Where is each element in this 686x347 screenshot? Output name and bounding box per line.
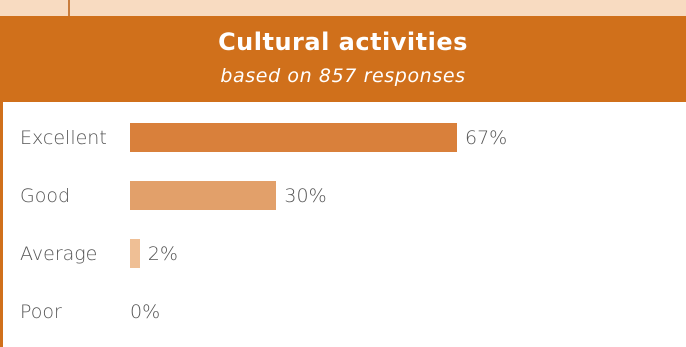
left-rule xyxy=(0,102,3,347)
chart-title: Cultural activities xyxy=(218,28,468,56)
bar-good xyxy=(130,181,277,210)
top-strip-divider xyxy=(68,0,70,16)
category-label-good: Good xyxy=(20,184,71,207)
bar-average xyxy=(130,239,140,268)
value-label-poor: 0% xyxy=(130,300,161,323)
top-strip xyxy=(0,0,686,16)
category-label-average: Average xyxy=(20,242,98,265)
value-label-good: 30% xyxy=(284,184,327,207)
value-label-average: 2% xyxy=(147,242,178,265)
bar-excellent xyxy=(130,123,457,152)
chart-subtitle: based on 857 responses xyxy=(220,65,466,87)
bar-chart: Excellent 67% Good 30% Average 2% Poor 0% xyxy=(0,102,686,347)
category-label-poor: Poor xyxy=(20,300,62,323)
category-label-excellent: Excellent xyxy=(20,126,107,149)
value-label-excellent: 67% xyxy=(465,126,508,149)
chart-header: Cultural activities based on 857 respons… xyxy=(0,16,686,102)
